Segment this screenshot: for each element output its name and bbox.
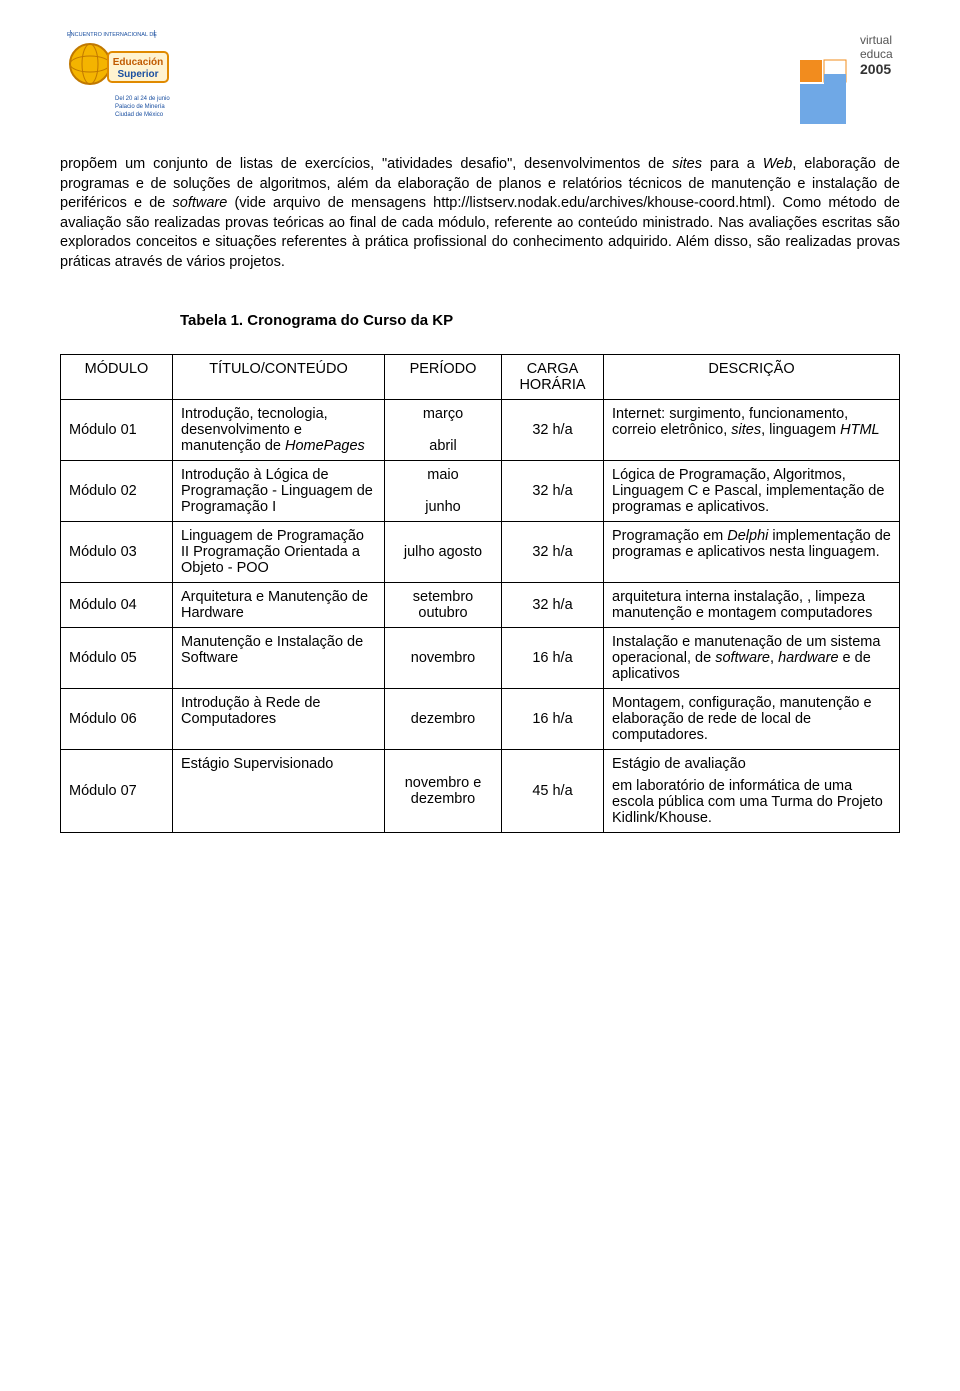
cell-periodo: marçoabril <box>385 400 502 461</box>
cell-titulo: Estágio Supervisionado <box>173 750 385 833</box>
svg-text:virtual: virtual <box>860 33 892 47</box>
table-title: Tabela 1. Cronograma do Curso da KP <box>180 312 900 329</box>
cell-modulo: Módulo 07 <box>61 750 173 833</box>
cell-periodo: julho agosto <box>385 522 502 583</box>
cell-titulo: Linguagem de Programação II Programação … <box>173 522 385 583</box>
cell-descricao: arquitetura interna instalação, , limpez… <box>604 583 900 628</box>
page-header: Educación Superior Del 20 al 24 de junio… <box>60 30 900 130</box>
cell-descricao: Estágio de avaliaçãoem laboratório de in… <box>604 750 900 833</box>
table-row: Módulo 04Arquitetura e Manutenção de Har… <box>61 583 900 628</box>
table-row: Módulo 05Manutenção e Instalação de Soft… <box>61 628 900 689</box>
svg-text:ENCUENTRO INTERNACIONAL DE: ENCUENTRO INTERNACIONAL DE <box>67 32 157 38</box>
cell-periodo: maiojunho <box>385 461 502 522</box>
cell-carga: 16 h/a <box>502 689 604 750</box>
header-carga: CARGA HORÁRIA <box>502 355 604 400</box>
cell-modulo: Módulo 06 <box>61 689 173 750</box>
table-row: Módulo 03Linguagem de Programação II Pro… <box>61 522 900 583</box>
cell-carga: 32 h/a <box>502 461 604 522</box>
cell-descricao: Instalação e manutenação de um sistema o… <box>604 628 900 689</box>
header-titulo: TÍTULO/CONTEÚDO <box>173 355 385 400</box>
svg-text:Superior: Superior <box>117 69 158 80</box>
cell-periodo: setembro outubro <box>385 583 502 628</box>
cell-descricao: Programação em Delphi implementação de p… <box>604 522 900 583</box>
cell-carga: 45 h/a <box>502 750 604 833</box>
cell-titulo: Manutenção e Instalação de Software <box>173 628 385 689</box>
table-row: Módulo 06Introdução à Rede de Computador… <box>61 689 900 750</box>
cell-periodo: novembro <box>385 628 502 689</box>
svg-text:Educación: Educación <box>113 57 164 68</box>
cell-carga: 32 h/a <box>502 400 604 461</box>
table-row: Módulo 02Introdução à Lógica de Programa… <box>61 461 900 522</box>
cell-titulo: Introdução, tecnologia, desenvolvimento … <box>173 400 385 461</box>
svg-text:2005: 2005 <box>860 61 891 77</box>
table-body: Módulo 01Introdução, tecnologia, desenvo… <box>61 400 900 833</box>
cell-descricao: Lógica de Programação, Algoritmos, Lingu… <box>604 461 900 522</box>
cell-periodo: dezembro <box>385 689 502 750</box>
logo-left: Educación Superior Del 20 al 24 de junio… <box>60 30 170 120</box>
svg-text:Ciudad de México: Ciudad de México <box>115 112 164 118</box>
cell-carga: 16 h/a <box>502 628 604 689</box>
svg-text:Palacio de Minería: Palacio de Minería <box>115 104 165 110</box>
cell-modulo: Módulo 04 <box>61 583 173 628</box>
cell-modulo: Módulo 03 <box>61 522 173 583</box>
header-modulo: MÓDULO <box>61 355 173 400</box>
body-paragraph: propõem um conjunto de listas de exercíc… <box>60 155 900 272</box>
svg-text:Del 20 al 24 de junio: Del 20 al 24 de junio <box>115 96 170 102</box>
cell-periodo: novembro e dezembro <box>385 750 502 833</box>
cell-descricao: Internet: surgimento, funcionamento, cor… <box>604 400 900 461</box>
logo-right: virtual educa 2005 <box>790 30 900 130</box>
cell-modulo: Módulo 01 <box>61 400 173 461</box>
cell-descricao: Montagem, configuração, manutenção e ela… <box>604 689 900 750</box>
cell-carga: 32 h/a <box>502 522 604 583</box>
cell-modulo: Módulo 05 <box>61 628 173 689</box>
cell-modulo: Módulo 02 <box>61 461 173 522</box>
cronograma-table: MÓDULO TÍTULO/CONTEÚDO PERÍODO CARGA HOR… <box>60 354 900 833</box>
header-periodo: PERÍODO <box>385 355 502 400</box>
table-row: Módulo 01Introdução, tecnologia, desenvo… <box>61 400 900 461</box>
cell-titulo: Arquitetura e Manutenção de Hardware <box>173 583 385 628</box>
table-header-row: MÓDULO TÍTULO/CONTEÚDO PERÍODO CARGA HOR… <box>61 355 900 400</box>
document-page: Educación Superior Del 20 al 24 de junio… <box>0 0 960 873</box>
header-descricao: DESCRIÇÃO <box>604 355 900 400</box>
cell-carga: 32 h/a <box>502 583 604 628</box>
cell-titulo: Introdução à Lógica de Programação - Lin… <box>173 461 385 522</box>
svg-text:educa: educa <box>860 47 893 61</box>
table-row: Módulo 07Estágio Supervisionadonovembro … <box>61 750 900 833</box>
cell-titulo: Introdução à Rede de Computadores <box>173 689 385 750</box>
